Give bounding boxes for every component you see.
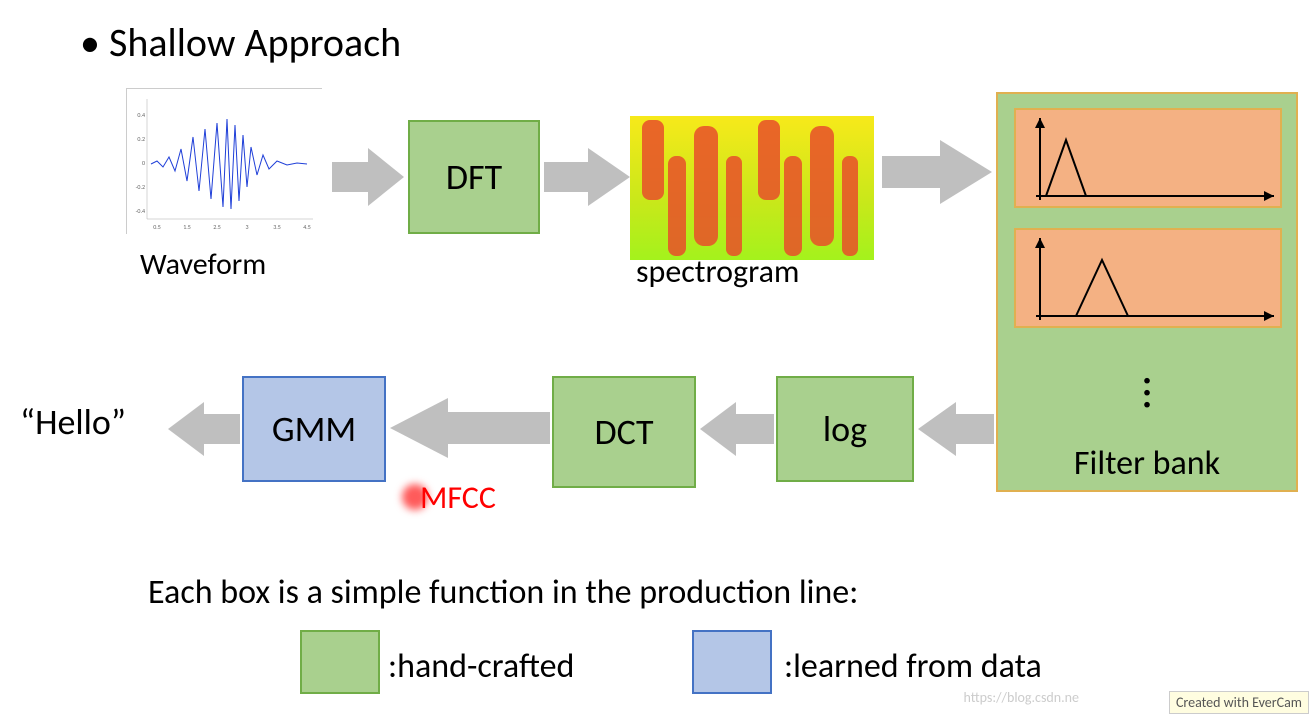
legend-label-learned: :learned from data [784,646,1042,687]
svg-text:0: 0 [142,159,145,167]
gmm-box: GMM [242,376,386,482]
filter-bank-label: Filter bank [998,443,1296,484]
caption-text: Each box is a simple function in the pro… [148,572,858,613]
legend-label-handcrafted: :hand-crafted [388,646,574,687]
svg-text:0.5: 0.5 [153,223,161,231]
slide-title: Shallow Approach [80,18,401,67]
svg-text:1.5: 1.5 [183,223,191,231]
svg-text:-0.4: -0.4 [136,207,145,215]
filter-slot-2 [1014,228,1282,328]
waveform-label: Waveform [140,246,266,283]
svg-text:3.5: 3.5 [273,223,281,231]
spectrogram-image [630,116,874,260]
waveform-plot: 0.5 1.5 2.5 3 3.5 4.5 0.4 0.2 0 -0.2 -0.4 [126,88,322,234]
mfcc-label: MFCC [420,478,496,517]
arrow-gmm-to-output [168,402,240,461]
arrow-log-to-dct [700,402,774,461]
svg-text:4.5: 4.5 [303,223,311,231]
filter-slot-1 [1014,108,1282,208]
arrow-dft-to-spectrogram [544,148,630,211]
filter-bank-ellipsis-icon: ··· [1143,374,1151,410]
watermark-evercam: Created with EverCam [1169,691,1309,714]
output-text: “Hello” [20,400,126,444]
svg-text:0.2: 0.2 [137,135,145,143]
legend-swatch-handcrafted [300,630,380,694]
spectrogram-label: spectrogram [636,252,799,291]
arrow-waveform-to-dft [332,148,404,211]
watermark-blog: https://blog.csdn.ne [964,689,1079,706]
svg-text:3: 3 [245,223,248,231]
dft-box: DFT [408,120,540,234]
arrow-spectrogram-to-filterbank [882,140,992,209]
waveform-svg: 0.5 1.5 2.5 3 3.5 4.5 0.4 0.2 0 -0.2 -0.4 [127,89,323,235]
svg-text:2.5: 2.5 [213,223,221,231]
arrow-dct-to-gmm [390,398,550,463]
svg-text:0.4: 0.4 [137,111,145,119]
arrow-filterbank-to-log [918,402,994,461]
legend-swatch-learned [692,630,772,694]
dct-box: DCT [552,376,696,488]
filter-bank-panel: ··· Filter bank [996,92,1298,492]
log-box: log [776,376,914,482]
svg-text:-0.2: -0.2 [136,183,145,191]
